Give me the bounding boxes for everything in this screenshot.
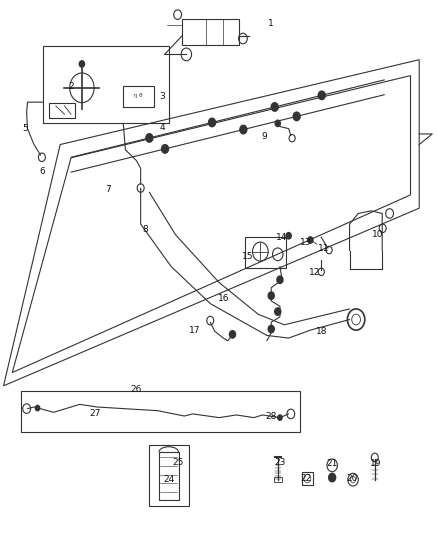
Circle shape — [162, 144, 169, 153]
Circle shape — [230, 330, 236, 338]
Text: 24: 24 — [163, 475, 175, 484]
Circle shape — [268, 325, 274, 333]
Circle shape — [318, 91, 325, 100]
Bar — [49, 103, 74, 118]
Bar — [21, 391, 300, 432]
Circle shape — [208, 118, 215, 127]
Bar — [149, 445, 188, 506]
Text: 8: 8 — [142, 225, 148, 234]
Text: 22: 22 — [300, 474, 312, 483]
Circle shape — [146, 134, 153, 142]
Circle shape — [271, 103, 278, 111]
Text: 10: 10 — [372, 230, 384, 239]
Text: 26: 26 — [131, 385, 142, 394]
Circle shape — [277, 276, 283, 284]
Text: 5: 5 — [22, 124, 28, 133]
Text: ŋ θ: ŋ θ — [134, 93, 143, 98]
Text: 20: 20 — [346, 474, 357, 483]
Circle shape — [278, 415, 282, 420]
Circle shape — [35, 406, 40, 411]
Bar — [159, 452, 179, 500]
Circle shape — [79, 61, 85, 67]
Bar — [302, 472, 313, 486]
Text: 25: 25 — [172, 458, 184, 467]
Bar — [274, 477, 282, 482]
Circle shape — [308, 237, 313, 243]
Circle shape — [293, 112, 300, 120]
Text: 16: 16 — [218, 294, 229, 303]
Text: 4: 4 — [159, 123, 165, 132]
Text: 11: 11 — [318, 244, 329, 253]
Circle shape — [275, 308, 281, 316]
Circle shape — [286, 232, 291, 239]
Circle shape — [328, 473, 336, 482]
Circle shape — [240, 125, 247, 134]
Text: 18: 18 — [315, 327, 327, 336]
Text: 21: 21 — [326, 459, 338, 469]
Text: 1: 1 — [268, 19, 274, 28]
Bar — [43, 46, 169, 123]
Text: 23: 23 — [274, 458, 286, 467]
Circle shape — [268, 292, 274, 300]
Text: 19: 19 — [370, 459, 381, 469]
Text: 6: 6 — [40, 166, 46, 175]
Bar — [245, 237, 286, 268]
Text: 15: 15 — [241, 253, 253, 262]
Text: 14: 14 — [276, 233, 288, 242]
Text: 2: 2 — [68, 82, 74, 91]
Text: 28: 28 — [265, 411, 277, 421]
Text: 17: 17 — [189, 326, 201, 335]
Text: 27: 27 — [89, 409, 101, 418]
Circle shape — [275, 120, 280, 126]
Text: 12: 12 — [309, 268, 321, 277]
Text: 9: 9 — [262, 132, 268, 141]
Text: 7: 7 — [105, 185, 111, 194]
Text: 3: 3 — [159, 92, 165, 101]
Bar — [182, 19, 239, 45]
Text: 13: 13 — [300, 238, 312, 247]
Bar — [123, 86, 154, 107]
